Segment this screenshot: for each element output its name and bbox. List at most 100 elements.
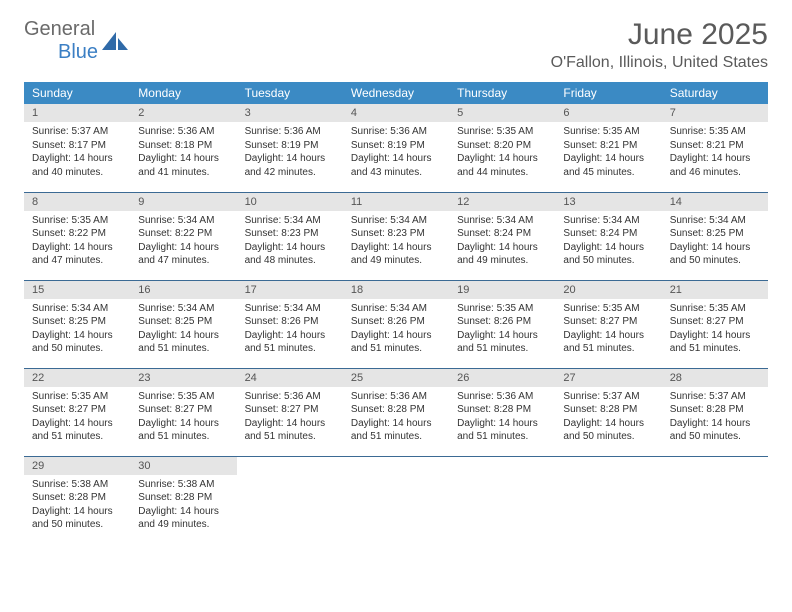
daylight-text: Daylight: 14 hours and 50 minutes. (670, 417, 760, 444)
daylight-text: Daylight: 14 hours and 51 minutes. (457, 417, 547, 444)
day-cell: 13Sunrise: 5:34 AMSunset: 8:24 PMDayligh… (555, 192, 661, 280)
day-cell: 8Sunrise: 5:35 AMSunset: 8:22 PMDaylight… (24, 192, 130, 280)
day-body: Sunrise: 5:34 AMSunset: 8:26 PMDaylight:… (237, 299, 343, 362)
empty-cell (449, 456, 555, 544)
day-cell: 25Sunrise: 5:36 AMSunset: 8:28 PMDayligh… (343, 368, 449, 456)
sunrise-text: Sunrise: 5:35 AM (563, 302, 653, 316)
day-cell: 18Sunrise: 5:34 AMSunset: 8:26 PMDayligh… (343, 280, 449, 368)
day-number: 18 (343, 281, 449, 299)
day-cell: 20Sunrise: 5:35 AMSunset: 8:27 PMDayligh… (555, 280, 661, 368)
day-body: Sunrise: 5:36 AMSunset: 8:28 PMDaylight:… (449, 387, 555, 450)
sunrise-text: Sunrise: 5:36 AM (245, 390, 335, 404)
day-cell: 5Sunrise: 5:35 AMSunset: 8:20 PMDaylight… (449, 104, 555, 192)
sunrise-text: Sunrise: 5:38 AM (138, 478, 228, 492)
sunset-text: Sunset: 8:21 PM (670, 139, 760, 153)
week-row: 15Sunrise: 5:34 AMSunset: 8:25 PMDayligh… (24, 280, 768, 368)
sunset-text: Sunset: 8:28 PM (32, 491, 122, 505)
day-header-monday: Monday (130, 82, 236, 104)
sunrise-text: Sunrise: 5:37 AM (670, 390, 760, 404)
daylight-text: Daylight: 14 hours and 51 minutes. (457, 329, 547, 356)
day-number: 9 (130, 193, 236, 211)
logo-text-wrap: General Blue (24, 18, 98, 64)
daylight-text: Daylight: 14 hours and 49 minutes. (351, 241, 441, 268)
day-header-sunday: Sunday (24, 82, 130, 104)
daylight-text: Daylight: 14 hours and 43 minutes. (351, 152, 441, 179)
day-body: Sunrise: 5:35 AMSunset: 8:21 PMDaylight:… (555, 122, 661, 185)
day-cell: 3Sunrise: 5:36 AMSunset: 8:19 PMDaylight… (237, 104, 343, 192)
sunrise-text: Sunrise: 5:34 AM (138, 302, 228, 316)
sunset-text: Sunset: 8:19 PM (245, 139, 335, 153)
week-row: 1Sunrise: 5:37 AMSunset: 8:17 PMDaylight… (24, 104, 768, 192)
day-cell: 12Sunrise: 5:34 AMSunset: 8:24 PMDayligh… (449, 192, 555, 280)
empty-cell (343, 456, 449, 544)
daylight-text: Daylight: 14 hours and 50 minutes. (32, 505, 122, 532)
empty-cell (662, 456, 768, 544)
day-cell: 17Sunrise: 5:34 AMSunset: 8:26 PMDayligh… (237, 280, 343, 368)
day-body: Sunrise: 5:34 AMSunset: 8:25 PMDaylight:… (24, 299, 130, 362)
sunrise-text: Sunrise: 5:34 AM (32, 302, 122, 316)
day-cell: 15Sunrise: 5:34 AMSunset: 8:25 PMDayligh… (24, 280, 130, 368)
day-body: Sunrise: 5:35 AMSunset: 8:20 PMDaylight:… (449, 122, 555, 185)
sunset-text: Sunset: 8:25 PM (670, 227, 760, 241)
day-number: 14 (662, 193, 768, 211)
day-number: 28 (662, 369, 768, 387)
day-number: 19 (449, 281, 555, 299)
day-number: 13 (555, 193, 661, 211)
day-body: Sunrise: 5:34 AMSunset: 8:24 PMDaylight:… (555, 211, 661, 274)
sunrise-text: Sunrise: 5:37 AM (563, 390, 653, 404)
day-number: 17 (237, 281, 343, 299)
daylight-text: Daylight: 14 hours and 51 minutes. (670, 329, 760, 356)
day-number: 11 (343, 193, 449, 211)
day-body: Sunrise: 5:34 AMSunset: 8:26 PMDaylight:… (343, 299, 449, 362)
day-body: Sunrise: 5:36 AMSunset: 8:28 PMDaylight:… (343, 387, 449, 450)
day-header-tuesday: Tuesday (237, 82, 343, 104)
day-body: Sunrise: 5:37 AMSunset: 8:28 PMDaylight:… (555, 387, 661, 450)
sunset-text: Sunset: 8:23 PM (351, 227, 441, 241)
sunrise-text: Sunrise: 5:35 AM (32, 214, 122, 228)
sunset-text: Sunset: 8:23 PM (245, 227, 335, 241)
sunset-text: Sunset: 8:20 PM (457, 139, 547, 153)
empty-cell (237, 456, 343, 544)
day-body: Sunrise: 5:34 AMSunset: 8:25 PMDaylight:… (662, 211, 768, 274)
logo: General Blue (24, 18, 128, 64)
sunset-text: Sunset: 8:28 PM (351, 403, 441, 417)
day-header-saturday: Saturday (662, 82, 768, 104)
day-body: Sunrise: 5:35 AMSunset: 8:27 PMDaylight:… (555, 299, 661, 362)
daylight-text: Daylight: 14 hours and 47 minutes. (138, 241, 228, 268)
logo-sail-icon (102, 32, 128, 50)
daylight-text: Daylight: 14 hours and 48 minutes. (245, 241, 335, 268)
sunrise-text: Sunrise: 5:35 AM (138, 390, 228, 404)
day-number: 26 (449, 369, 555, 387)
week-row: 29Sunrise: 5:38 AMSunset: 8:28 PMDayligh… (24, 456, 768, 544)
sunset-text: Sunset: 8:22 PM (32, 227, 122, 241)
location: O'Fallon, Illinois, United States (551, 54, 768, 72)
daylight-text: Daylight: 14 hours and 51 minutes. (245, 329, 335, 356)
sunset-text: Sunset: 8:27 PM (563, 315, 653, 329)
day-number: 8 (24, 193, 130, 211)
day-body: Sunrise: 5:35 AMSunset: 8:22 PMDaylight:… (24, 211, 130, 274)
day-number: 1 (24, 104, 130, 122)
sunrise-text: Sunrise: 5:36 AM (457, 390, 547, 404)
sunset-text: Sunset: 8:27 PM (138, 403, 228, 417)
daylight-text: Daylight: 14 hours and 40 minutes. (32, 152, 122, 179)
day-cell: 24Sunrise: 5:36 AMSunset: 8:27 PMDayligh… (237, 368, 343, 456)
day-body: Sunrise: 5:36 AMSunset: 8:18 PMDaylight:… (130, 122, 236, 185)
day-cell: 19Sunrise: 5:35 AMSunset: 8:26 PMDayligh… (449, 280, 555, 368)
day-number: 15 (24, 281, 130, 299)
day-body: Sunrise: 5:36 AMSunset: 8:19 PMDaylight:… (237, 122, 343, 185)
sunset-text: Sunset: 8:18 PM (138, 139, 228, 153)
day-cell: 29Sunrise: 5:38 AMSunset: 8:28 PMDayligh… (24, 456, 130, 544)
sunrise-text: Sunrise: 5:35 AM (457, 302, 547, 316)
day-number: 6 (555, 104, 661, 122)
day-cell: 1Sunrise: 5:37 AMSunset: 8:17 PMDaylight… (24, 104, 130, 192)
sunrise-text: Sunrise: 5:34 AM (563, 214, 653, 228)
day-number: 27 (555, 369, 661, 387)
day-cell: 23Sunrise: 5:35 AMSunset: 8:27 PMDayligh… (130, 368, 236, 456)
day-cell: 22Sunrise: 5:35 AMSunset: 8:27 PMDayligh… (24, 368, 130, 456)
day-cell: 11Sunrise: 5:34 AMSunset: 8:23 PMDayligh… (343, 192, 449, 280)
day-number: 23 (130, 369, 236, 387)
daylight-text: Daylight: 14 hours and 51 minutes. (32, 417, 122, 444)
day-number: 3 (237, 104, 343, 122)
daylight-text: Daylight: 14 hours and 46 minutes. (670, 152, 760, 179)
day-cell: 14Sunrise: 5:34 AMSunset: 8:25 PMDayligh… (662, 192, 768, 280)
